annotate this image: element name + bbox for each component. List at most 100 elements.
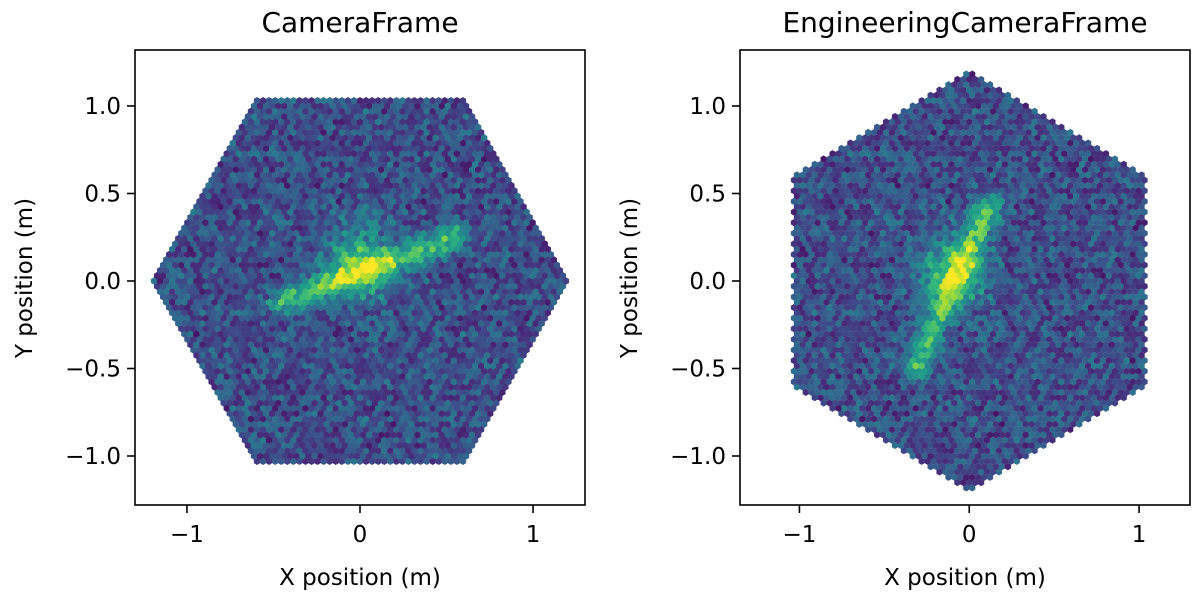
- hexbin-cell: [1135, 357, 1142, 365]
- hexbin-cell: [347, 208, 355, 216]
- hexbin-cell: [487, 176, 494, 184]
- hexbin-cell: [368, 436, 376, 444]
- hexbin-cell: [850, 378, 857, 386]
- hexbin-cell: [453, 404, 461, 412]
- hexbin-cell: [1037, 341, 1044, 349]
- hexbin-cell: [915, 325, 922, 333]
- hexbin-cell: [199, 362, 206, 370]
- hexbin-cell: [344, 224, 352, 232]
- hexbin-cell: [269, 335, 276, 343]
- hexbin-cell: [960, 415, 967, 423]
- hexbin-cell: [450, 441, 458, 450]
- hexbin-cell: [802, 335, 809, 343]
- hexbin-cell: [372, 240, 379, 248]
- hexbin-cell: [511, 250, 518, 259]
- hexbin-cell: [1037, 394, 1044, 402]
- hexbin-cell: [423, 394, 430, 402]
- hexbin-cell: [411, 107, 418, 115]
- hexbin-cell: [359, 282, 367, 290]
- hexbin-cell: [329, 431, 336, 439]
- hexbin-cell: [1111, 314, 1118, 322]
- hexbin-cell: [438, 219, 445, 227]
- hexbin-cell: [841, 351, 848, 359]
- hexbin-cell: [1093, 399, 1101, 407]
- hexbin-cell: [329, 208, 336, 216]
- hexbin-cell: [1064, 325, 1071, 333]
- hexbin-cell: [296, 330, 303, 338]
- hexbin-cell: [293, 356, 300, 365]
- hexbin-cell: [411, 404, 418, 412]
- hexbin-cell: [311, 240, 318, 248]
- hexbin-cell: [838, 357, 845, 365]
- hexbin-cell: [232, 155, 239, 163]
- hexbin-cell: [986, 388, 994, 396]
- hexbin-cell: [284, 287, 291, 296]
- hexbin-cell: [199, 341, 206, 349]
- hexbin-cell: [879, 325, 887, 333]
- hexbin-cell: [408, 367, 415, 375]
- hexbin-cell: [441, 330, 448, 338]
- hexbin-cell: [444, 303, 451, 312]
- hexbin-cell: [329, 155, 336, 163]
- hexbin-cell: [214, 229, 221, 237]
- hexbin-cell: [356, 457, 364, 465]
- hexbin-cell: [474, 187, 482, 195]
- hexbin-cell: [196, 314, 203, 322]
- hexbin-cell: [808, 314, 815, 322]
- hexbin-cell: [514, 309, 521, 317]
- hexbin-cell: [338, 277, 345, 285]
- hexbin-cell: [1102, 383, 1110, 391]
- hexbin-cell: [265, 171, 273, 179]
- hexbin-cell: [253, 447, 261, 455]
- hexbin-cell: [1028, 314, 1035, 322]
- hexbin-cell: [1004, 441, 1011, 449]
- hexbin-cell: [356, 436, 364, 444]
- hexbin-cell: [517, 314, 524, 322]
- hexbin-cell: [1046, 420, 1053, 428]
- hexbin-cell: [511, 314, 518, 322]
- hexbin-cell: [347, 409, 355, 418]
- hexbin-cell: [969, 325, 976, 333]
- hexbin-cell: [229, 224, 236, 232]
- hexbin-cell: [435, 171, 442, 179]
- hexbin-cell: [323, 356, 330, 365]
- hexbin-cell: [272, 372, 279, 381]
- hexbin-cell: [529, 325, 536, 333]
- hexbin-cell: [384, 165, 391, 174]
- hexbin-cell: [302, 383, 309, 391]
- hexbin-cell: [832, 367, 839, 375]
- hexbin-cell: [856, 378, 863, 386]
- hexbin-cell: [347, 261, 355, 269]
- hexbin-cell: [305, 409, 312, 418]
- hexbin-cell: [399, 383, 406, 391]
- hexbin-cell: [444, 282, 451, 290]
- hexbin-cell: [393, 425, 400, 434]
- hexbin-cell: [284, 107, 291, 115]
- hexbin-cell: [235, 277, 242, 285]
- hexbin-cell: [269, 293, 276, 301]
- hexbin-cell: [1034, 314, 1041, 322]
- hexbin-cell: [856, 399, 863, 407]
- hexbin-cell: [963, 314, 970, 322]
- hexbin-cell: [1141, 314, 1148, 322]
- hexbin-cell: [375, 150, 382, 158]
- hexbin-cell: [888, 404, 896, 412]
- hexbin-cell: [1102, 330, 1110, 338]
- hexbin-cell: [493, 155, 500, 163]
- hexbin-cell: [299, 155, 306, 163]
- hexbin-cell: [241, 213, 249, 221]
- hexbin-cell: [299, 367, 306, 375]
- hexbin-cell: [275, 420, 282, 428]
- hexbin-cell: [969, 431, 976, 439]
- hexbin-cell: [378, 409, 385, 418]
- hexbin-cell: [365, 165, 373, 174]
- hexbin-cell: [293, 325, 300, 333]
- hexbin-cell: [435, 128, 442, 137]
- hexbin-cell: [986, 346, 994, 354]
- hexbin-cell: [447, 341, 455, 349]
- hexbin-cell: [796, 335, 803, 343]
- hexbin-cell: [205, 277, 212, 285]
- hexbin-cell: [438, 112, 445, 121]
- hexbin-cell: [1123, 367, 1130, 375]
- hexbin-cell: [275, 346, 282, 354]
